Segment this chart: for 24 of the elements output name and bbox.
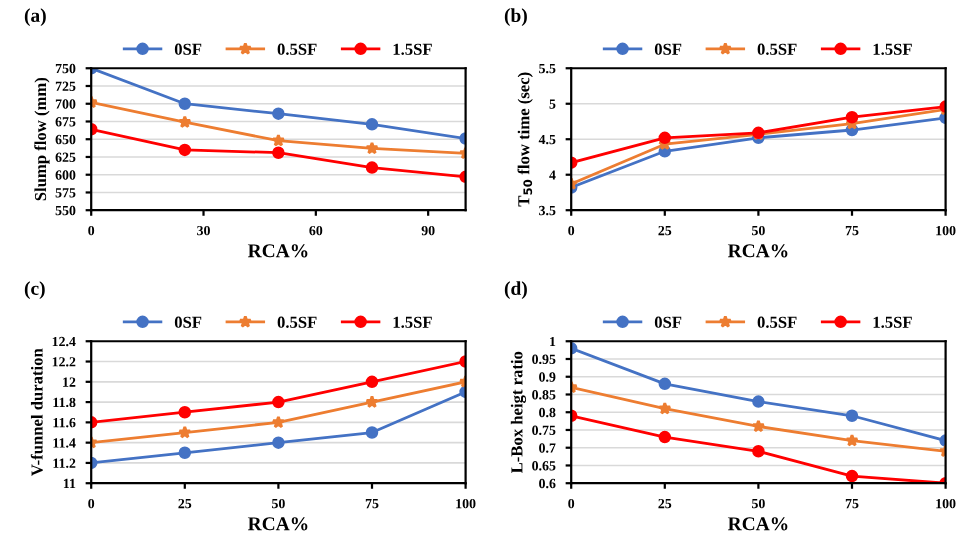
y-axis-title: T$_{50}$ flow time (sec) <box>517 72 533 207</box>
legend-label: 1.5SF <box>393 316 432 328</box>
x-axis-title: RCA% <box>727 244 788 258</box>
legend-label: 1.5SF <box>393 43 432 55</box>
legend-label: 0SF <box>174 43 202 55</box>
legend-label: 0SF <box>654 43 682 55</box>
legend-label: 0SF <box>174 316 202 328</box>
legend-label: 0SF <box>654 316 682 328</box>
legend-label: 0.5SF <box>277 43 317 55</box>
legend-label: 1.5SF <box>873 43 912 55</box>
legend-label: 0.5SF <box>277 316 317 328</box>
y-axis-title: V-funnel duration <box>30 348 43 477</box>
chart-title: (b) <box>504 8 527 26</box>
chart-title: (a) <box>24 8 46 26</box>
y-axis-title: Slump flow (mm) <box>34 77 50 201</box>
legend-label: 0.5SF <box>757 316 797 328</box>
chart-title: (c) <box>24 281 45 299</box>
x-axis-title: RCA% <box>247 244 308 258</box>
x-axis-title: RCA% <box>727 517 788 531</box>
chart-title: (d) <box>504 281 527 299</box>
x-axis-title: RCA% <box>247 517 308 531</box>
legend-label: 0.5SF <box>757 43 797 55</box>
legend-label: 1.5SF <box>873 316 912 328</box>
y-axis-title: L-Box heigt ratio <box>510 351 527 474</box>
